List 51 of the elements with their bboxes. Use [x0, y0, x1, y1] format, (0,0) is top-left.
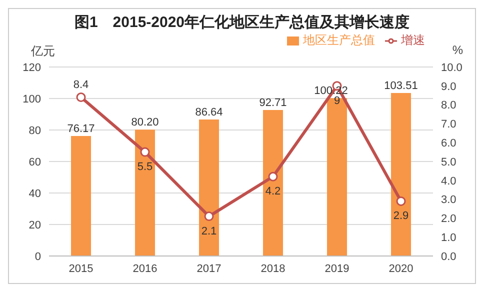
data-label: 103.51: [384, 80, 418, 92]
y2-tick-label: 0.0: [441, 250, 456, 263]
y2-tick-label: 8.0: [441, 100, 456, 112]
data-label: 2.9: [393, 210, 409, 222]
y2-tick-label: 1.0: [441, 232, 456, 244]
data-label: 76.17: [67, 123, 95, 136]
data-label: 86.64: [195, 106, 223, 119]
y-tick-label: 40: [28, 188, 41, 200]
x-tick-label: 2017: [196, 262, 222, 275]
point: [396, 196, 406, 206]
x-tick-label: 2016: [132, 262, 158, 275]
x-tick-label: 2018: [260, 262, 286, 275]
y-tick-label: 120: [22, 62, 41, 74]
y2-tick-label: 2.0: [441, 213, 456, 226]
chart-title: 图1 2015-2020年仁化地区生产总值及其增长速度: [73, 13, 411, 32]
data-label: 4.2: [265, 186, 281, 198]
point: [140, 147, 150, 157]
bar: [199, 120, 219, 256]
bar: [71, 136, 91, 256]
x-tick-label: 2015: [68, 262, 94, 275]
legend-label: 增速: [401, 33, 425, 47]
point: [268, 172, 278, 182]
y2-tick-label: 6.0: [441, 138, 456, 150]
y2-tick-label: 3.0: [441, 194, 456, 206]
bar: [327, 98, 347, 256]
data-label: 9: [334, 94, 340, 107]
y-tick-label: 80: [28, 124, 41, 137]
y2-tick-label: 10.0: [441, 62, 462, 74]
y-tick-label: 100: [22, 93, 41, 106]
data-label: 5.5: [137, 161, 153, 174]
y-tick-label: 60: [28, 156, 41, 168]
y2-tick-label: 5.0: [441, 156, 456, 168]
x-tick-label: 2019: [324, 262, 350, 275]
data-label: 80.20: [131, 116, 159, 129]
data-label: 92.71: [259, 96, 287, 109]
x-tick-label: 2020: [388, 262, 414, 275]
point: [204, 212, 214, 222]
data-label: 8.4: [73, 79, 89, 92]
y-tick-label: 20: [28, 219, 41, 232]
y2-tick-label: 7.0: [441, 118, 456, 131]
y2-tick-label: 4.0: [441, 175, 456, 188]
y2-axis-title: %: [452, 43, 463, 57]
bar: [135, 130, 155, 256]
y-tick-label: 0: [34, 250, 41, 263]
y-axis-title: 亿元: [31, 43, 55, 60]
legend-label: 地区生产总值: [303, 33, 375, 47]
point: [76, 92, 86, 102]
y2-tick-label: 9.0: [441, 80, 456, 93]
data-label: 2.1: [201, 225, 217, 238]
bar: [263, 110, 283, 256]
bar: [391, 92, 411, 256]
